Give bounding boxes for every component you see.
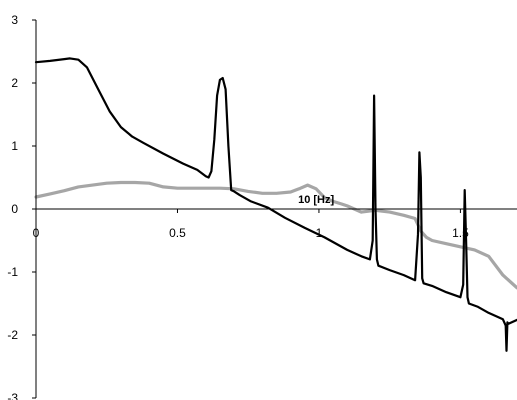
- series-line-2: [34, 180, 517, 290]
- y-tick-label: 2: [11, 76, 18, 90]
- series-line-1: [34, 57, 517, 352]
- y-tick-label: -2: [7, 328, 18, 342]
- y-tick-label: 1: [11, 139, 18, 153]
- x-tick-label: 0: [33, 226, 40, 240]
- y-tick-label: -1: [7, 265, 18, 279]
- y-tick-label: 0: [11, 202, 18, 216]
- series-layer: [34, 57, 517, 352]
- y-tick-label: 3: [11, 13, 18, 27]
- x-tick-label: 1.5: [452, 226, 469, 240]
- axes-layer: [32, 19, 517, 399]
- labels-layer: 3 2 1 0 -1 -2 -3 0 0.5 1 1.5: [7, 13, 469, 400]
- x-axis-title: 10 [Hz]: [298, 194, 334, 206]
- y-tick-label: -3: [7, 391, 18, 400]
- x-tick-label: 1: [316, 226, 323, 240]
- x-tick-label: 0.5: [169, 226, 186, 240]
